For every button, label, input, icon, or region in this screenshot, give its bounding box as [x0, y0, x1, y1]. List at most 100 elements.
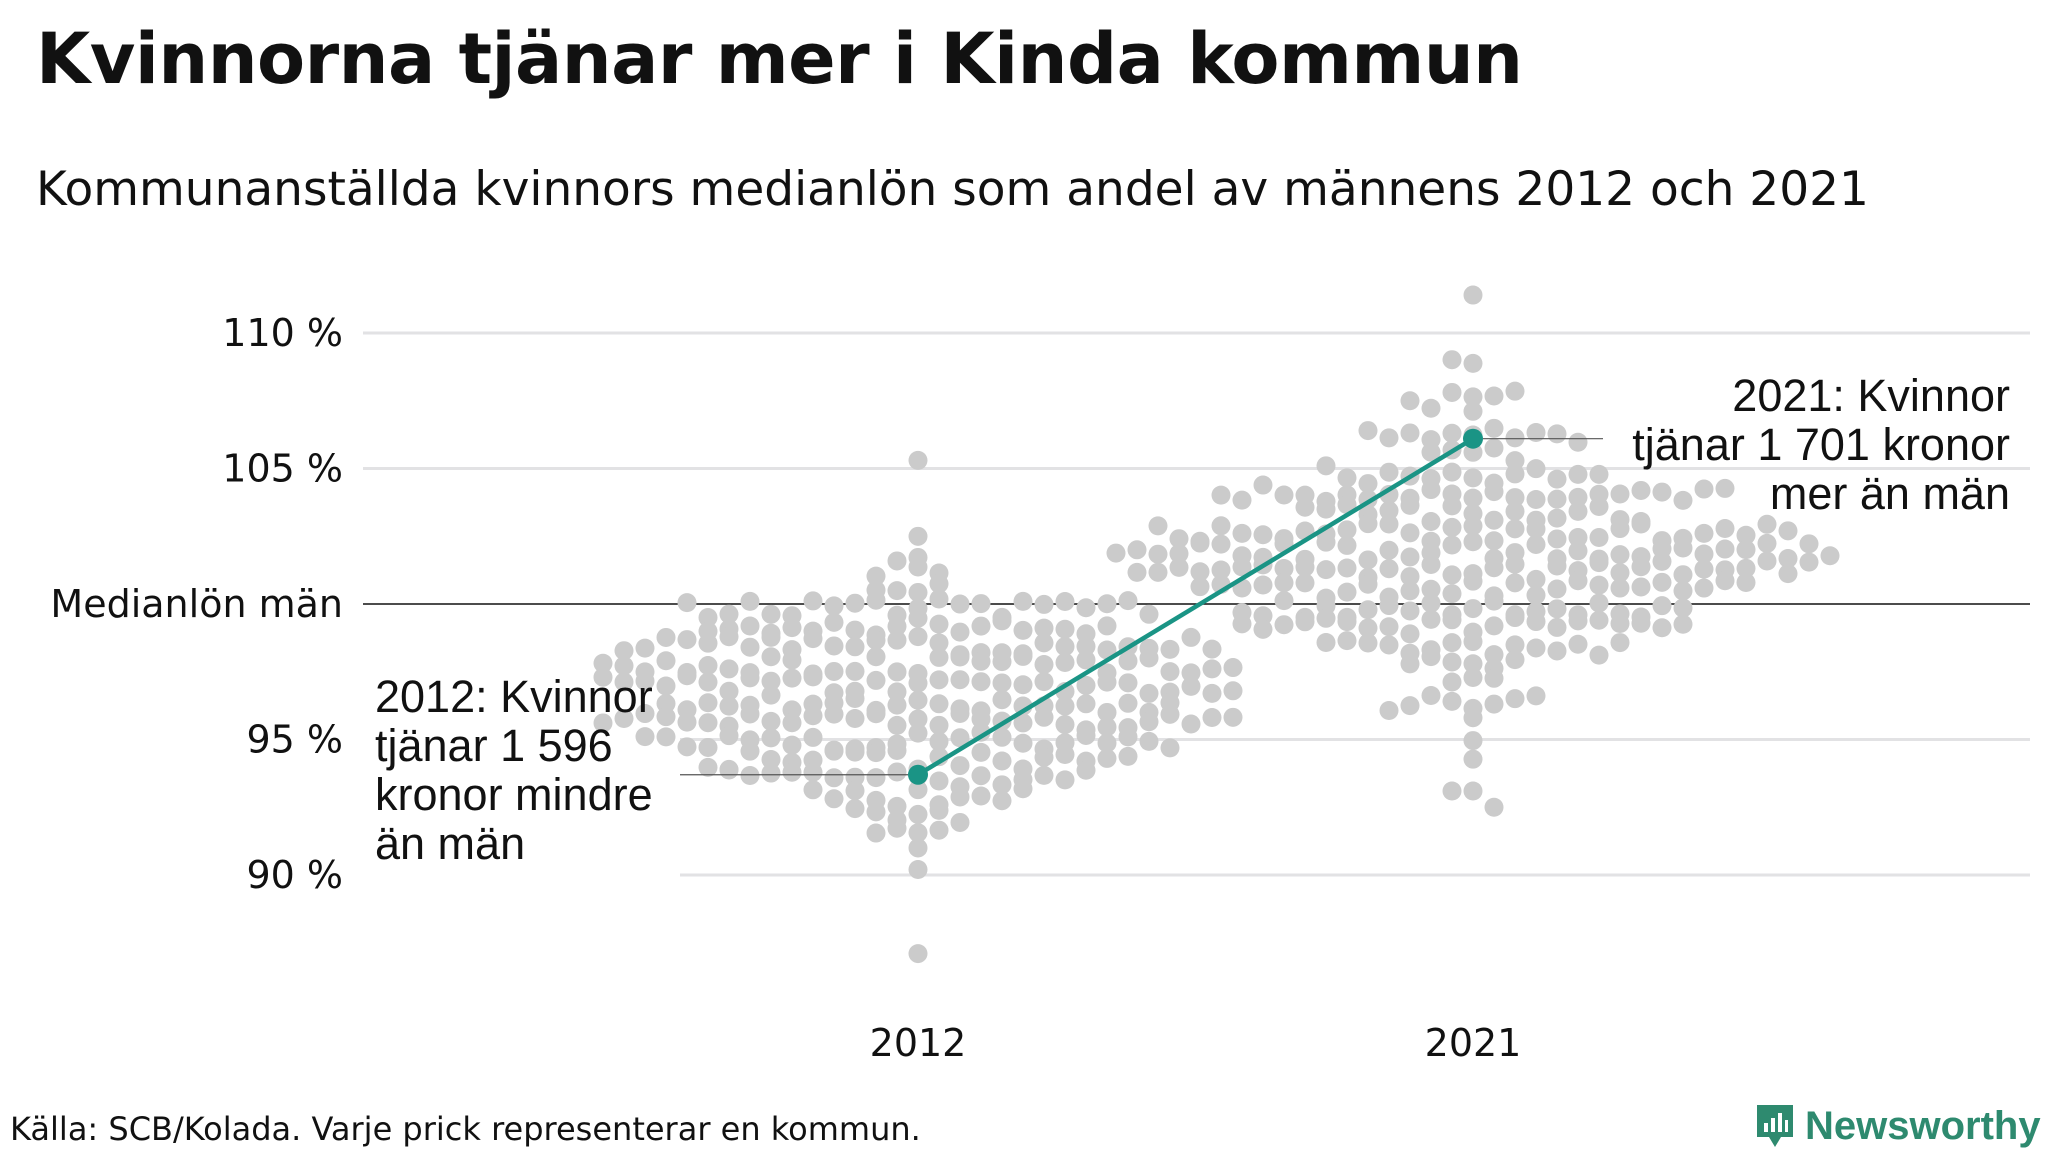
municipality-dot	[1274, 485, 1294, 505]
municipality-dot	[1547, 469, 1567, 489]
municipality-dot	[1526, 638, 1546, 658]
municipality-dot	[1421, 480, 1441, 500]
municipality-dot	[887, 581, 907, 601]
municipality-dot	[1442, 350, 1462, 370]
municipality-dot	[908, 723, 928, 743]
municipality-dot	[761, 750, 781, 770]
municipality-dot	[1379, 617, 1399, 637]
municipality-dot	[866, 823, 886, 843]
municipality-dot	[908, 557, 928, 577]
municipality-dot	[887, 762, 907, 782]
municipality-dot	[635, 704, 655, 724]
municipality-dot	[1610, 563, 1630, 583]
municipality-dot	[698, 693, 718, 713]
municipality-dot	[1694, 544, 1714, 564]
municipality-dot	[1484, 645, 1504, 665]
municipality-dot	[1484, 482, 1504, 502]
municipality-dot	[845, 637, 865, 657]
municipality-dot	[1442, 565, 1462, 585]
municipality-dot	[1673, 614, 1693, 634]
municipality-dot	[908, 450, 928, 470]
municipality-dot	[1442, 584, 1462, 604]
municipality-dot	[677, 630, 697, 650]
municipality-dot	[1673, 490, 1693, 510]
municipality-dot	[593, 667, 613, 687]
municipality-dot	[1316, 456, 1336, 476]
municipality-dot	[1076, 760, 1096, 780]
municipality-dot	[887, 682, 907, 702]
municipality-dot	[1694, 523, 1714, 543]
municipality-dot	[1463, 708, 1483, 728]
municipality-dot	[1139, 731, 1159, 751]
municipality-dot	[1139, 604, 1159, 624]
municipality-dot	[1505, 451, 1525, 471]
municipality-dot	[1652, 551, 1672, 571]
municipality-dot	[740, 616, 760, 636]
municipality-dot	[1589, 645, 1609, 665]
municipality-dot	[1181, 676, 1201, 696]
municipality-dot	[1568, 527, 1588, 547]
municipality-dot	[1211, 485, 1231, 505]
municipality-dot	[1274, 615, 1294, 635]
municipality-dot	[1526, 422, 1546, 442]
municipality-dot	[1505, 554, 1525, 574]
municipality-dot	[1715, 478, 1735, 498]
municipality-dot	[719, 627, 739, 647]
municipality-dot	[1505, 519, 1525, 539]
municipality-dot	[1673, 538, 1693, 558]
municipality-dot	[1673, 581, 1693, 601]
annotation-2012-line: tjänar 1 596	[375, 720, 613, 771]
municipality-dot	[929, 800, 949, 820]
municipality-dot	[866, 670, 886, 690]
municipality-dot	[1190, 562, 1210, 582]
municipality-dot	[1547, 489, 1567, 509]
municipality-dot	[1106, 543, 1126, 563]
municipality-dot	[740, 766, 760, 786]
municipality-dot	[1463, 532, 1483, 552]
municipality-dot	[1526, 585, 1546, 605]
municipality-dot	[971, 616, 991, 636]
municipality-dot	[614, 656, 634, 676]
municipality-dot	[1337, 520, 1357, 540]
municipality-dot	[971, 709, 991, 729]
municipality-dot	[1484, 591, 1504, 611]
municipality-dot	[1274, 558, 1294, 578]
municipality-dot	[1715, 539, 1735, 559]
municipality-dot	[1589, 553, 1609, 573]
municipality-dot	[908, 823, 928, 843]
municipality-dot	[698, 656, 718, 676]
municipality-dot	[740, 668, 760, 688]
municipality-dot	[1463, 731, 1483, 751]
municipality-dot	[887, 630, 907, 650]
municipality-dot	[1463, 654, 1483, 674]
municipality-dot	[1139, 683, 1159, 703]
municipality-dot	[1055, 696, 1075, 716]
municipality-dot	[1442, 691, 1462, 711]
municipality-dot	[719, 659, 739, 679]
municipality-dot	[1568, 464, 1588, 484]
municipality-dot	[614, 709, 634, 729]
municipality-dot	[992, 690, 1012, 710]
municipality-dot	[950, 647, 970, 667]
municipality-dot	[1379, 700, 1399, 720]
municipality-dot	[1421, 685, 1441, 705]
municipality-dot	[1505, 650, 1525, 670]
municipality-dot	[866, 704, 886, 724]
municipality-dot	[1316, 560, 1336, 580]
municipality-dot	[1013, 620, 1033, 640]
municipality-dot	[1316, 499, 1336, 519]
municipality-dot	[1736, 540, 1756, 560]
municipality-dot	[1097, 717, 1117, 737]
municipality-dot	[1421, 442, 1441, 462]
municipality-dot	[1202, 639, 1222, 659]
municipality-dot	[1013, 733, 1033, 753]
municipality-dot	[1568, 432, 1588, 452]
municipality-dot	[1799, 552, 1819, 572]
municipality-dot	[908, 709, 928, 729]
municipality-dot	[1379, 514, 1399, 534]
municipality-dot	[1442, 423, 1462, 443]
municipality-dot	[929, 633, 949, 653]
municipality-dot	[1253, 525, 1273, 545]
municipality-dot	[887, 551, 907, 571]
municipality-dot	[992, 775, 1012, 795]
